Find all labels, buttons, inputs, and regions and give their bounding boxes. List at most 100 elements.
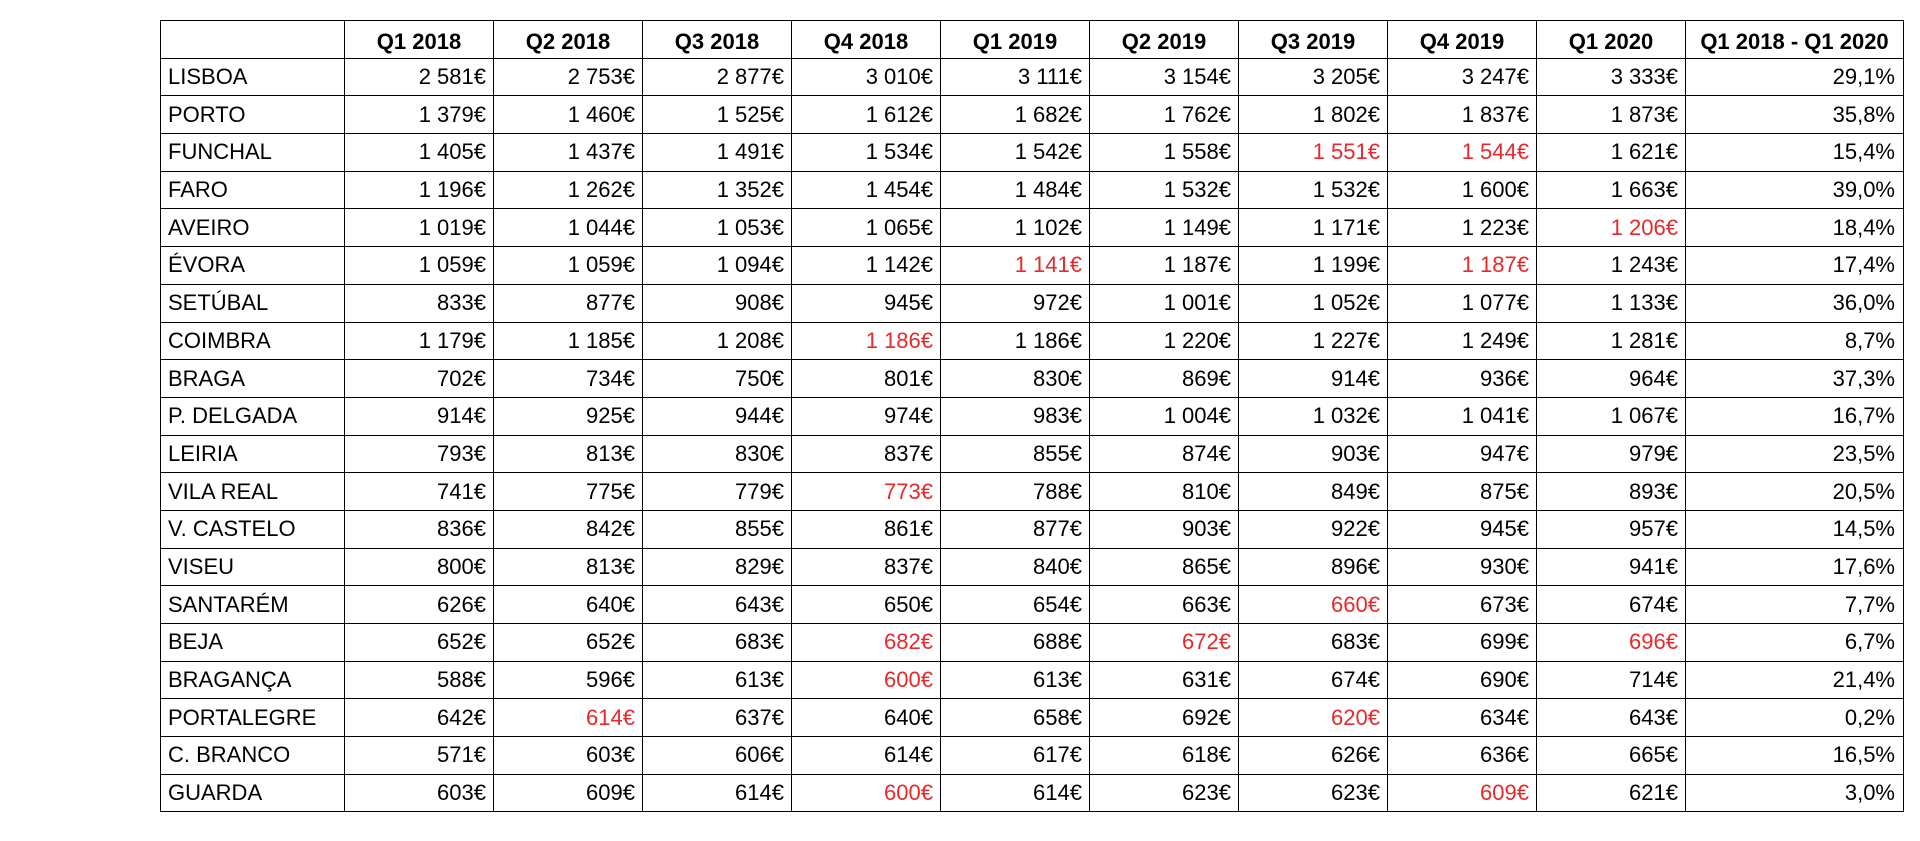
city-cell: BEJA	[160, 623, 345, 662]
price-cell: 614€	[791, 736, 941, 775]
price-cell: 830€	[940, 359, 1090, 398]
price-cell: 925€	[493, 396, 643, 436]
price-cell: 833€	[344, 283, 494, 323]
price-cell: 1 077€	[1387, 283, 1537, 323]
change-cell: 36,0%	[1685, 283, 1904, 323]
price-cell: 634€	[1387, 698, 1537, 738]
price-cell: 617€	[940, 736, 1090, 775]
table-row: FARO 1 196€ 1 262€ 1 352€ 1 454€ 1 484€ 1 532€…	[160, 170, 1904, 210]
price-cell: 1 249€	[1387, 321, 1537, 361]
price-cell: 1 187€	[1089, 246, 1239, 285]
price-cell: 813€	[493, 547, 643, 587]
price-cell: 836€	[344, 509, 494, 549]
price-cell: 1 001€	[1089, 283, 1239, 323]
price-cell: 714€	[1536, 660, 1686, 700]
price-cell: 674€	[1238, 660, 1388, 700]
change-cell: 23,5%	[1685, 434, 1904, 474]
header-quarter: Q3 2018	[642, 20, 792, 59]
price-cell: 1 621€	[1536, 133, 1686, 172]
header-quarter: Q3 2019	[1238, 20, 1388, 59]
price-cell: 3 111€	[940, 57, 1090, 97]
price-cell: 1 133€	[1536, 283, 1686, 323]
change-cell: 16,5%	[1685, 736, 1904, 775]
price-cell: 1 185€	[493, 321, 643, 361]
price-cell: 775€	[493, 472, 643, 511]
price-cell-decrease: 620€	[1238, 698, 1388, 738]
price-cell: 800€	[344, 547, 494, 587]
price-cell: 640€	[791, 698, 941, 738]
table-row: VISEU 800€ 813€ 829€ 837€ 840€ 865€ 896€ 930€ 941…	[160, 547, 1904, 587]
price-cell: 623€	[1089, 773, 1239, 813]
header-quarter: Q1 2020	[1536, 20, 1686, 59]
price-cell: 1 149€	[1089, 208, 1239, 248]
price-cell: 571€	[344, 736, 494, 775]
price-cell: 1 405€	[344, 133, 494, 172]
price-cell: 3 010€	[791, 57, 941, 97]
price-cell: 673€	[1387, 585, 1537, 624]
header-quarter: Q4 2019	[1387, 20, 1537, 59]
price-cell: 750€	[642, 359, 792, 398]
table-row: SETÚBAL 833€ 877€ 908€ 945€ 972€ 1 001€ 1 052€ 1…	[160, 283, 1904, 323]
price-cell: 613€	[642, 660, 792, 700]
price-cell: 957€	[1536, 509, 1686, 549]
price-cell: 830€	[642, 434, 792, 474]
price-cell: 1 262€	[493, 170, 643, 210]
price-cell: 683€	[1238, 623, 1388, 662]
city-cell: COIMBRA	[160, 321, 345, 361]
price-cell: 688€	[940, 623, 1090, 662]
price-cell: 1 762€	[1089, 95, 1239, 135]
change-cell: 16,7%	[1685, 396, 1904, 436]
city-cell: VILA REAL	[160, 472, 345, 511]
price-cell: 914€	[344, 396, 494, 436]
change-cell: 6,7%	[1685, 623, 1904, 662]
price-cell: 974€	[791, 396, 941, 436]
price-cell: 3 205€	[1238, 57, 1388, 97]
city-cell: ÉVORA	[160, 246, 345, 285]
price-cell: 650€	[791, 585, 941, 624]
table-row: LEIRIA 793€ 813€ 830€ 837€ 855€ 874€ 903€ 947€ 97…	[160, 434, 1904, 474]
price-cell: 665€	[1536, 736, 1686, 775]
price-cell: 1 612€	[791, 95, 941, 135]
price-cell-decrease: 660€	[1238, 585, 1388, 624]
price-cell: 1 067€	[1536, 396, 1686, 436]
change-cell: 18,4%	[1685, 208, 1904, 248]
price-cell: 2 581€	[344, 57, 494, 97]
header-row: Q1 2018 Q2 2018 Q3 2018 Q4 2018 Q1 2019 Q2 20…	[160, 20, 1904, 59]
table-row: BRAGANÇA 588€ 596€ 613€ 600€ 613€ 631€ 674€ 690€…	[160, 660, 1904, 700]
price-cell: 652€	[493, 623, 643, 662]
price-cell: 869€	[1089, 359, 1239, 398]
price-cell-decrease: 600€	[791, 660, 941, 700]
price-cell: 1 534€	[791, 133, 941, 172]
price-cell: 1 873€	[1536, 95, 1686, 135]
price-cell: 1 044€	[493, 208, 643, 248]
change-cell: 15,4%	[1685, 133, 1904, 172]
change-cell: 14,5%	[1685, 509, 1904, 549]
price-cell: 1 199€	[1238, 246, 1388, 285]
price-cell: 1 179€	[344, 321, 494, 361]
change-cell: 21,4%	[1685, 660, 1904, 700]
price-cell: 652€	[344, 623, 494, 662]
change-cell: 7,7%	[1685, 585, 1904, 624]
price-cell: 1 032€	[1238, 396, 1388, 436]
city-cell: BRAGA	[160, 359, 345, 398]
price-cell: 964€	[1536, 359, 1686, 398]
table-row: ÉVORA 1 059€ 1 059€ 1 094€ 1 142€ 1 141€ 1 187…	[160, 246, 1904, 285]
price-cell: 1 171€	[1238, 208, 1388, 248]
price-cell: 1 525€	[642, 95, 792, 135]
price-cell: 663€	[1089, 585, 1239, 624]
city-cell: GUARDA	[160, 773, 345, 813]
price-cell: 914€	[1238, 359, 1388, 398]
price-cell: 1 352€	[642, 170, 792, 210]
price-cell: 702€	[344, 359, 494, 398]
price-cell-decrease: 1 186€	[791, 321, 941, 361]
price-cell-decrease: 600€	[791, 773, 941, 813]
price-cell: 875€	[1387, 472, 1537, 511]
price-cell: 947€	[1387, 434, 1537, 474]
price-cell: 606€	[642, 736, 792, 775]
price-cell: 734€	[493, 359, 643, 398]
price-cell: 1 004€	[1089, 396, 1239, 436]
price-cell: 1 460€	[493, 95, 643, 135]
price-cell: 1 208€	[642, 321, 792, 361]
city-cell: SANTARÉM	[160, 585, 345, 624]
table-row: BEJA 652€ 652€ 683€ 682€ 688€ 672€ 683€ 699€ 696€…	[160, 623, 1904, 662]
